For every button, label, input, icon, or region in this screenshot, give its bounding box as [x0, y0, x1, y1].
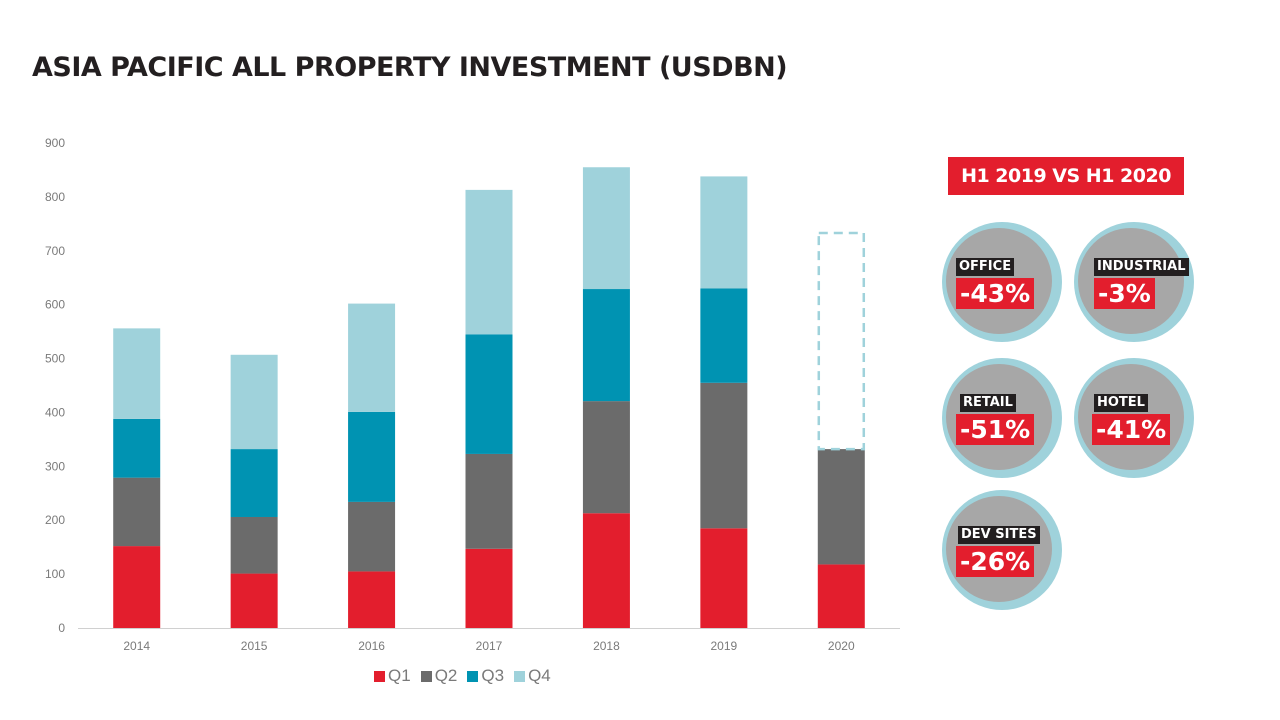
bar-q2-2014	[113, 477, 161, 547]
legend-label-q4: Q4	[528, 666, 551, 685]
badge-label: DEV SITES	[958, 526, 1040, 544]
bar-q2-2015	[230, 516, 278, 574]
bar-q2-2018	[582, 401, 630, 514]
bar-q2-2020	[817, 449, 865, 565]
bar-q3-2017	[465, 334, 513, 454]
x-tick-label: 2020	[828, 639, 855, 653]
y-tick-label: 900	[45, 136, 65, 150]
legend-label-q3: Q3	[481, 666, 505, 685]
legend-item-q2: Q2	[420, 666, 458, 686]
bar-q3-2016	[348, 411, 396, 502]
y-tick-label: 400	[45, 405, 65, 419]
bar-q1-2019	[700, 528, 748, 628]
chart-title: ASIA PACIFIC ALL PROPERTY INVESTMENT (US…	[32, 52, 788, 83]
bar-q4-2014	[113, 328, 161, 419]
legend-item-q1: Q1	[374, 666, 411, 686]
bar-q2-2016	[348, 501, 396, 572]
bar-q1-2016	[348, 571, 396, 628]
badge-value: -41%	[1092, 414, 1171, 445]
chart-legend: Q1 Q2 Q3 Q4	[374, 666, 551, 686]
x-tick-label: 2016	[358, 639, 385, 653]
badge-value: -26%	[956, 546, 1035, 577]
bar-q3-2018	[582, 289, 630, 402]
x-tick-label: 2017	[476, 639, 503, 653]
legend-label-q2: Q2	[434, 666, 458, 685]
legend-swatch-q2	[420, 670, 432, 682]
y-tick-label: 0	[58, 621, 65, 635]
legend-swatch-q4	[514, 670, 526, 682]
bar-q1-2015	[230, 573, 278, 628]
bar-q3-2019	[700, 288, 748, 383]
y-tick-label: 500	[45, 352, 65, 366]
badge-value: -51%	[956, 414, 1035, 445]
bar-q2-2019	[700, 382, 748, 529]
bar-q1-2014	[113, 546, 161, 628]
y-tick-label: 100	[45, 567, 65, 581]
bar-q1-2017	[465, 548, 513, 628]
badge-label: RETAIL	[960, 394, 1016, 412]
bar-q3-2014	[113, 418, 161, 478]
bar-q1-2018	[582, 513, 630, 628]
badge-value: -43%	[956, 278, 1035, 309]
projected-total-outline-2020	[817, 231, 866, 451]
dev-sites-badge: DEV SITES -26%	[942, 490, 1062, 610]
legend-swatch-q1	[374, 670, 385, 682]
retail-badge: RETAIL -51%	[942, 358, 1062, 478]
legend-swatch-q3	[467, 670, 479, 682]
badge-label: HOTEL	[1094, 394, 1148, 412]
bar-q1-2020	[817, 564, 865, 628]
x-tick-label: 2019	[711, 639, 738, 653]
legend-item-q3: Q3	[467, 666, 504, 686]
badge-value: -3%	[1094, 278, 1155, 309]
comparison-header: H1 2019 VS H1 2020	[948, 157, 1184, 195]
y-tick-label: 600	[45, 298, 65, 312]
x-tick-label: 2015	[241, 639, 268, 653]
bar-q4-2015	[230, 354, 278, 450]
legend-label-q1: Q1	[388, 666, 411, 685]
bar-q2-2017	[465, 453, 513, 549]
y-tick-label: 200	[45, 513, 65, 527]
badge-label: INDUSTRIAL	[1094, 258, 1189, 276]
x-tick-label: 2018	[593, 639, 620, 653]
y-tick-label: 300	[45, 459, 65, 473]
bar-q4-2019	[700, 176, 748, 289]
industrial-badge: INDUSTRIAL -3%	[1074, 222, 1194, 342]
stacked-bar-chart: 0 100 200 300 400 500 600 700 800 900 2014 2015 2016…	[45, 136, 900, 653]
office-badge: OFFICE -43%	[942, 222, 1062, 342]
x-tick-label: 2014	[123, 639, 150, 653]
badge-label: OFFICE	[956, 258, 1015, 276]
y-tick-label: 700	[45, 244, 65, 258]
bar-q4-2017	[465, 189, 513, 335]
y-tick-label: 800	[45, 190, 65, 204]
bar-q4-2018	[582, 167, 630, 290]
hotel-badge: HOTEL -41%	[1074, 358, 1194, 478]
bar-q4-2016	[348, 303, 396, 412]
bar-q3-2015	[230, 449, 278, 517]
legend-item-q4: Q4	[514, 666, 551, 686]
